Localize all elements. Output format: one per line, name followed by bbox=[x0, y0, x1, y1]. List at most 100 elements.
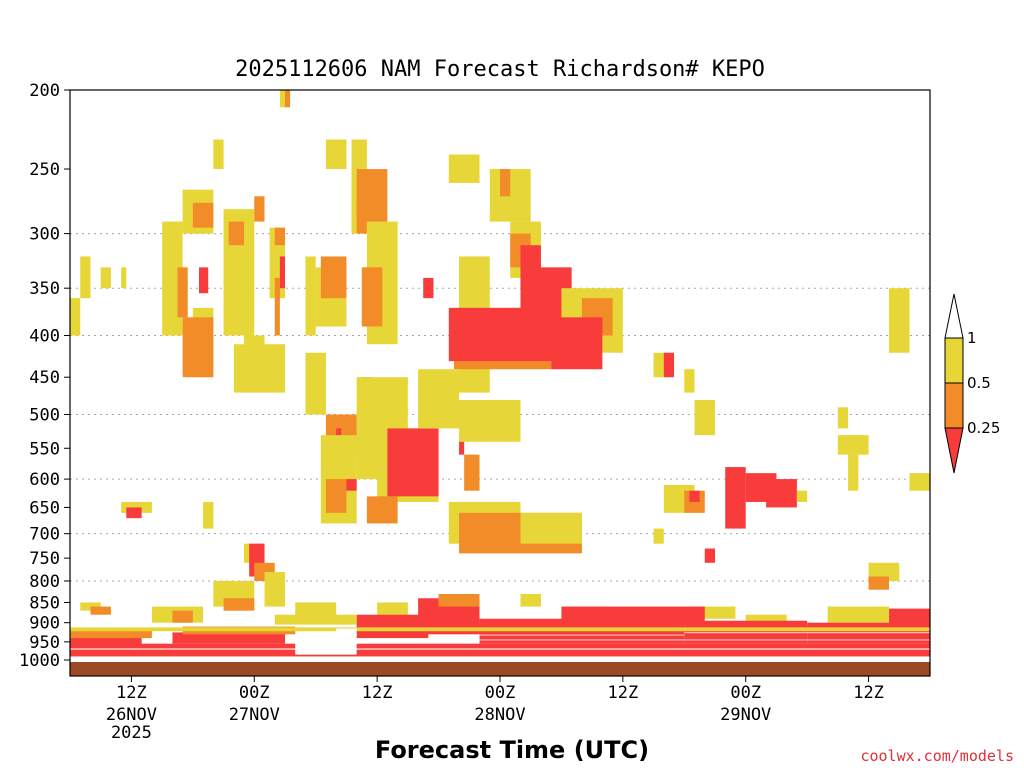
ri-region-31 bbox=[356, 169, 388, 222]
y-tick-label-600: 600 bbox=[29, 470, 60, 490]
y-tick-label-850: 850 bbox=[29, 593, 60, 613]
ri-band-10 bbox=[684, 620, 808, 644]
x-tick-date-3: 28NOV bbox=[474, 705, 525, 725]
x-tick-date-5: 29NOV bbox=[720, 705, 771, 725]
ri-region-73 bbox=[725, 467, 746, 529]
legend: 1 0.5 0.25 bbox=[944, 293, 1000, 474]
x-tick-label-5: 00Z bbox=[730, 683, 761, 703]
ri-region-58 bbox=[459, 400, 521, 442]
y-tick-label-900: 900 bbox=[29, 614, 60, 634]
ri-gap-2 bbox=[479, 634, 685, 636]
ri-band-11 bbox=[807, 622, 930, 644]
ri-band-9 bbox=[561, 606, 705, 625]
ri-region-44 bbox=[448, 154, 480, 183]
ri-band-1 bbox=[70, 634, 142, 646]
ri-region-0 bbox=[80, 256, 91, 299]
ri-band-3 bbox=[172, 632, 285, 644]
ri-region-39 bbox=[346, 479, 357, 491]
ri-band-2 bbox=[70, 630, 152, 639]
ri-region-26 bbox=[325, 139, 347, 170]
ri-region-56 bbox=[551, 317, 603, 370]
ri-region-2 bbox=[100, 267, 111, 289]
legend-bottom-arrow bbox=[944, 427, 964, 474]
ri-region-81 bbox=[868, 562, 900, 581]
credit-text: coolwx.com/models bbox=[860, 747, 1014, 765]
ri-band-7 bbox=[438, 594, 480, 607]
ri-band-13 bbox=[70, 627, 930, 632]
y-tick-label-1000: 1000 bbox=[19, 651, 60, 671]
ri-region-83 bbox=[909, 473, 930, 491]
ri-region-102 bbox=[745, 614, 787, 623]
y-tick-label-450: 450 bbox=[29, 368, 60, 388]
ri-region-36 bbox=[305, 352, 326, 415]
y-axis: 200 250 300 350 400 450 500 550 600 650 700 750 8008… bbox=[19, 81, 70, 671]
ri-gap-0 bbox=[70, 648, 930, 650]
y-tick-label-400: 400 bbox=[29, 326, 60, 346]
legend-label-2: 0.25 bbox=[967, 419, 1000, 437]
ri-region-63 bbox=[459, 441, 465, 455]
ri-region-77 bbox=[837, 407, 849, 429]
ri-band-5 bbox=[356, 614, 429, 639]
ri-region-41 bbox=[387, 428, 439, 497]
ground-surface bbox=[70, 662, 930, 676]
legend-label-1: 0.5 bbox=[967, 374, 991, 392]
ri-region-5 bbox=[177, 267, 188, 318]
ri-gap-4 bbox=[295, 641, 357, 655]
ri-region-75 bbox=[766, 479, 797, 508]
richardson-cells bbox=[70, 90, 931, 657]
ri-region-10 bbox=[199, 267, 209, 294]
ri-region-78 bbox=[837, 435, 869, 455]
ri-region-103 bbox=[827, 606, 890, 623]
x-tick-label-4: 12Z bbox=[607, 683, 638, 703]
x-tick-label-3: 00Z bbox=[485, 683, 516, 703]
y-tick-label-500: 500 bbox=[29, 406, 60, 426]
ri-region-96 bbox=[223, 598, 255, 611]
chart-title: 2025112606 NAM Forecast Richardson# KEPO bbox=[235, 57, 765, 82]
ri-region-94 bbox=[172, 610, 193, 623]
ri-region-15 bbox=[244, 335, 265, 385]
ri-region-85 bbox=[90, 606, 111, 615]
ri-region-42 bbox=[366, 496, 398, 524]
ri-region-82 bbox=[868, 576, 890, 590]
x-tick-label-0: 12Z bbox=[116, 683, 147, 703]
ri-region-18 bbox=[274, 227, 285, 246]
ri-region-71 bbox=[653, 528, 664, 544]
ri-region-30 bbox=[361, 267, 383, 327]
ri-region-72 bbox=[704, 548, 715, 563]
x-tick-label-2: 12Z bbox=[362, 683, 393, 703]
ri-region-11 bbox=[213, 139, 224, 170]
ri-region-13 bbox=[228, 221, 245, 246]
ri-region-3 bbox=[121, 267, 127, 289]
ri-band-12 bbox=[889, 608, 930, 625]
ri-region-22 bbox=[285, 90, 291, 108]
y-tick-label-300: 300 bbox=[29, 225, 60, 245]
y-tick-label-200: 200 bbox=[29, 81, 60, 101]
ri-region-9 bbox=[182, 317, 214, 378]
legend-label-0: 1 bbox=[967, 329, 977, 347]
ri-band-14 bbox=[274, 614, 357, 625]
ri-region-66 bbox=[684, 369, 695, 393]
ri-region-86 bbox=[121, 501, 152, 513]
x-tick-date-0: 26NOV bbox=[106, 705, 157, 725]
ri-region-46 bbox=[500, 169, 511, 197]
ri-region-87 bbox=[126, 507, 142, 519]
y-tick-label-650: 650 bbox=[29, 498, 60, 518]
ri-region-92 bbox=[264, 572, 285, 607]
x-axis-label: Forecast Time (UTC) bbox=[375, 736, 649, 764]
ri-gap-3 bbox=[684, 632, 930, 634]
y-tick-label-950: 950 bbox=[29, 633, 60, 653]
ri-region-1 bbox=[70, 298, 81, 336]
x-tick-label-6: 12Z bbox=[853, 683, 884, 703]
x-tick-year-0: 2025 bbox=[111, 723, 152, 743]
ri-region-79 bbox=[848, 454, 859, 491]
ri-band-0 bbox=[70, 643, 930, 657]
ri-region-16 bbox=[254, 196, 265, 222]
ri-region-76 bbox=[796, 490, 808, 502]
ri-region-62 bbox=[520, 512, 582, 544]
ri-region-88 bbox=[203, 501, 214, 529]
y-tick-label-700: 700 bbox=[29, 525, 60, 545]
ri-region-59 bbox=[464, 454, 480, 491]
ri-region-80 bbox=[889, 288, 910, 353]
